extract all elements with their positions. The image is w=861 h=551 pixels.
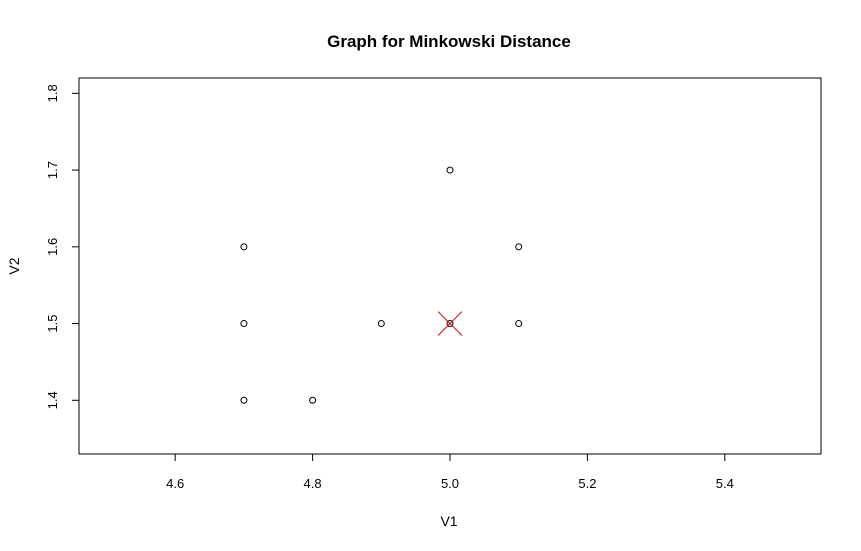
- x-axis-label: V1: [440, 513, 457, 529]
- x-tick-label: 5.0: [441, 476, 459, 491]
- center-marker: [437, 311, 463, 336]
- chart-title: Graph for Minkowski Distance: [327, 32, 571, 51]
- y-tick-label: 1.7: [45, 161, 60, 179]
- x-axis: 4.6 4.8 5.0 5.2 5.4: [166, 453, 734, 491]
- data-point: [377, 320, 385, 328]
- data-point: [240, 396, 248, 404]
- y-tick-label: 1.5: [45, 315, 60, 333]
- y-axis: 1.4 1.5 1.6 1.7 1.8: [45, 84, 80, 409]
- x-tick-label: 4.6: [166, 476, 184, 491]
- data-points: [240, 166, 523, 404]
- y-tick-label: 1.6: [45, 238, 60, 256]
- y-tick-label: 1.8: [45, 84, 60, 102]
- plot-frame: [78, 77, 822, 455]
- y-axis-label: V2: [6, 257, 22, 274]
- data-point: [309, 396, 317, 404]
- y-tick-label: 1.4: [45, 391, 60, 409]
- data-point: [446, 166, 454, 174]
- data-point: [240, 243, 248, 251]
- x-tick-label: 4.8: [304, 476, 322, 491]
- x-tick-label: 5.4: [716, 476, 734, 491]
- data-point: [515, 320, 523, 328]
- data-point: [446, 320, 454, 328]
- data-point: [240, 320, 248, 328]
- x-tick-label: 5.2: [578, 476, 596, 491]
- data-point: [515, 243, 523, 251]
